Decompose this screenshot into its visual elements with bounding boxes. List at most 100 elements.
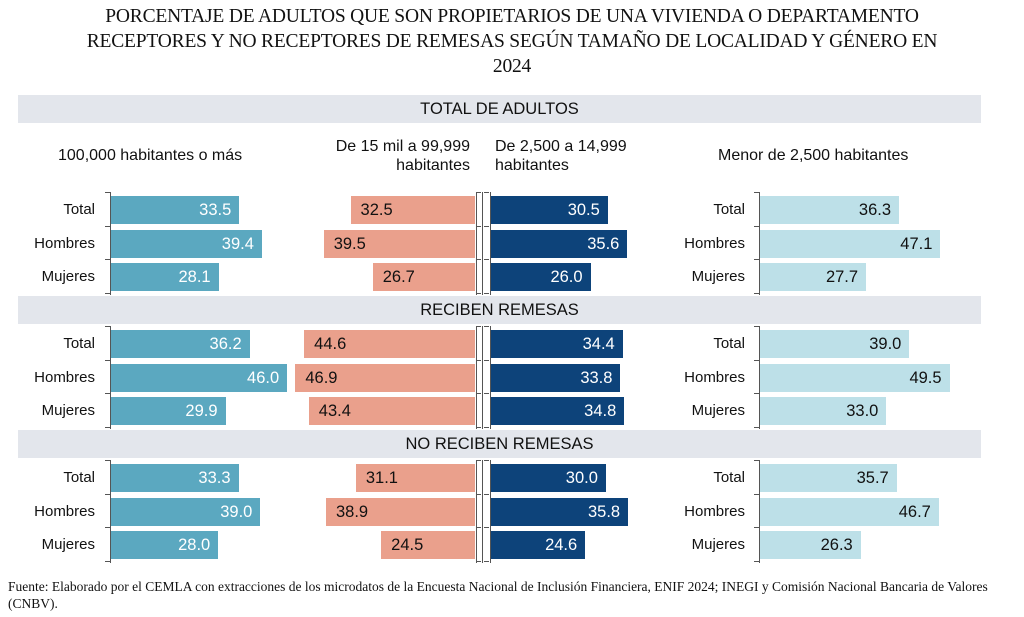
axis-tick xyxy=(484,460,489,461)
bar-total xyxy=(760,464,897,492)
bar-hombres xyxy=(295,363,475,392)
bar-value-label: 38.9 xyxy=(336,502,369,521)
bar-value-label: 46.7 xyxy=(898,502,931,521)
bar-value-label: 31.1 xyxy=(365,469,398,487)
axis-tick xyxy=(484,192,489,193)
panel-header-line: habitantes xyxy=(495,157,569,174)
bar-value-label: 39.0 xyxy=(220,502,253,521)
bar-hombres xyxy=(491,497,629,526)
axis-tick xyxy=(476,326,481,327)
axis-tick xyxy=(476,493,481,495)
bar-total xyxy=(760,196,900,224)
bar-mujeres xyxy=(308,397,475,425)
axis-tick xyxy=(484,560,489,562)
axis-tick xyxy=(476,560,481,562)
axis-line xyxy=(759,326,760,429)
bar-total xyxy=(304,330,475,358)
panel-header-line: De 15 mil a 99,999 xyxy=(335,138,470,155)
row-label-hombres: Hombres xyxy=(684,234,745,252)
panel-header-line: De 2,500 a 14,999 xyxy=(495,138,627,155)
axis-tick xyxy=(484,393,489,394)
bar-value-label: 26.3 xyxy=(820,536,853,554)
bar-value-label: 30.5 xyxy=(567,201,600,219)
bar-value-label: 39.5 xyxy=(333,234,366,253)
bar-total xyxy=(760,330,910,358)
bar-mujeres xyxy=(111,397,226,425)
bar-value-label: 26.7 xyxy=(382,268,415,286)
axis-tick xyxy=(754,527,759,528)
axis-tick xyxy=(105,460,110,461)
bar-total xyxy=(491,196,608,224)
section-label: RECIBEN REMESAS xyxy=(420,301,579,319)
axis-tick xyxy=(754,560,759,562)
bar-value-label: 32.5 xyxy=(360,201,393,219)
bar-hombres xyxy=(111,497,261,526)
bar-value-label: 30.0 xyxy=(565,469,598,487)
bar-value-label: 39.0 xyxy=(869,335,902,353)
row-label-total: Total xyxy=(63,201,95,218)
section-label: TOTAL DE ADULTOS xyxy=(420,100,579,118)
bar-total xyxy=(491,464,606,492)
panel-header: 100,000 habitantes o más xyxy=(58,146,318,165)
axis-tick xyxy=(476,359,481,361)
axis-tick xyxy=(105,527,110,528)
axis-tick xyxy=(105,426,110,428)
axis-tick xyxy=(476,259,481,260)
axis-line xyxy=(490,460,491,563)
axis-tick xyxy=(754,426,759,428)
axis-tick xyxy=(754,292,759,294)
bar-mujeres xyxy=(491,263,591,291)
chart-title-line: PORCENTAJE DE ADULTOS QUE SON PROPIETARI… xyxy=(105,6,919,27)
axis-tick xyxy=(754,192,759,193)
bar-hombres xyxy=(491,229,628,258)
bar-value-label: 46.9 xyxy=(305,368,338,387)
row-label-mujeres: Mujeres xyxy=(691,402,745,419)
bar-hombres xyxy=(760,363,950,392)
axis-tick xyxy=(105,393,110,394)
axis-tick xyxy=(105,326,110,327)
bar-mujeres xyxy=(111,263,219,291)
section-label: NO RECIBEN REMESAS xyxy=(405,435,594,453)
bar-value-label: 26.0 xyxy=(550,268,583,286)
row-label-mujeres: Mujeres xyxy=(41,536,95,553)
chart-title-line: RECEPTORES Y NO RECEPTORES DE REMESAS SE… xyxy=(86,31,938,52)
source-note: Fuente: Elaborado por el CEMLA con extra… xyxy=(8,579,988,611)
panel-header-line: habitantes xyxy=(396,157,470,174)
axis-tick xyxy=(754,326,759,327)
bar-mujeres xyxy=(760,263,867,291)
bar-hombres xyxy=(326,497,475,526)
axis-tick xyxy=(754,225,759,227)
axis-tick xyxy=(105,259,110,260)
section-band xyxy=(18,95,981,123)
row-label-total: Total xyxy=(713,469,745,486)
bar-value-label: 35.8 xyxy=(587,502,621,521)
bar-total xyxy=(491,330,623,358)
bar-hombres xyxy=(760,497,939,526)
axis-tick xyxy=(484,527,489,528)
row-label-total: Total xyxy=(713,201,745,218)
bar-mujeres xyxy=(760,531,861,559)
axis-line xyxy=(110,460,111,563)
axis-tick xyxy=(754,493,759,495)
bar-value-label: 49.5 xyxy=(909,368,942,387)
row-label-mujeres: Mujeres xyxy=(41,268,95,285)
bar-total xyxy=(111,330,250,358)
row-label-total: Total xyxy=(713,335,745,352)
axis-line xyxy=(759,460,760,563)
axis-tick xyxy=(754,259,759,260)
bar-value-label: 39.4 xyxy=(221,234,254,253)
bar-value-label: 43.4 xyxy=(318,402,351,420)
row-label-hombres: Hombres xyxy=(684,368,745,386)
axis-tick xyxy=(476,393,481,394)
bar-mujeres xyxy=(372,263,475,291)
axis-tick xyxy=(105,560,110,562)
bar-mujeres xyxy=(111,531,219,559)
row-label-hombres: Hombres xyxy=(34,234,95,252)
bar-value-label: 47.1 xyxy=(900,234,933,253)
axis-tick xyxy=(484,225,489,227)
bar-value-label: 33.8 xyxy=(580,368,613,387)
axis-line xyxy=(490,192,491,295)
bar-value-label: 24.5 xyxy=(391,536,424,554)
axis-tick xyxy=(754,460,759,461)
bar-value-label: 29.9 xyxy=(185,402,218,420)
